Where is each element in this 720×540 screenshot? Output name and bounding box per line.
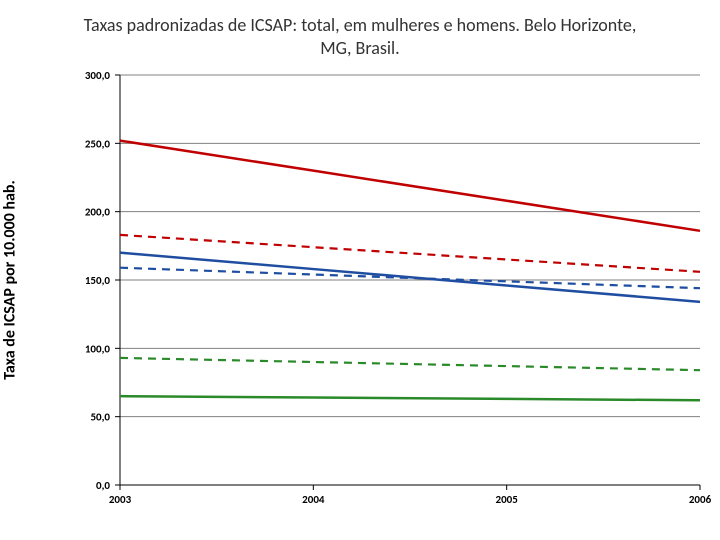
x-tick-label: 2004 (302, 493, 325, 506)
series-red-dashed (120, 235, 700, 272)
x-tick-label: 2006 (689, 493, 712, 506)
y-tick-label: 150,0 (85, 274, 111, 287)
series-green-solid (120, 396, 700, 400)
chart-title-line2: MG, Brasil. (320, 37, 399, 59)
y-tick-label: 50,0 (90, 411, 110, 424)
line-chart: 0,0 50,0 100,0 150,0 200,0 250,0 300,0 2003 2004… (0, 65, 720, 525)
y-tick-label: 200,0 (85, 206, 111, 219)
chart-container: Taxa de ICSAP por 10.000 hab. 0,0 50,0 100… (0, 65, 720, 525)
y-tick-label: 250,0 (85, 137, 111, 150)
series-green-dashed (120, 358, 700, 370)
y-tick-label: 300,0 (85, 69, 111, 82)
x-tick-label: 2003 (109, 493, 132, 506)
y-tick-label: 100,0 (85, 342, 111, 355)
chart-title: Taxas padronizadas de ICSAP: total, em m… (0, 0, 720, 65)
series-blue-solid (120, 253, 700, 302)
series-red-solid (120, 141, 700, 231)
chart-title-line1: Taxas padronizadas de ICSAP: total, em m… (84, 14, 637, 36)
y-tick-label: 0,0 (96, 479, 110, 492)
y-axis-label: Taxa de ICSAP por 10.000 hab. (1, 180, 20, 380)
x-tick-label: 2005 (496, 493, 519, 506)
